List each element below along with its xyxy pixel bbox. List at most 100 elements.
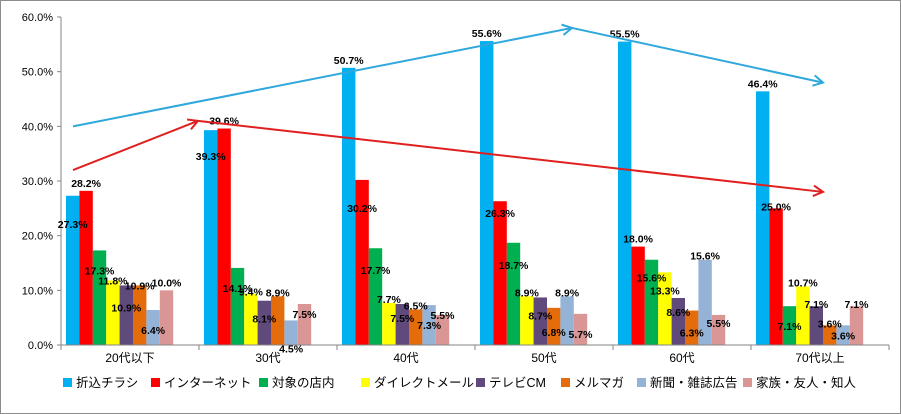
legend-label: テレビCM [489, 376, 546, 390]
bar [66, 195, 80, 345]
bar [849, 306, 864, 345]
data-label: 18.7% [499, 260, 529, 272]
data-label: 25.0% [761, 201, 791, 213]
bar [79, 190, 93, 345]
bar [796, 286, 810, 345]
trend-line [72, 26, 573, 128]
bar [711, 314, 726, 345]
data-label: 27.3% [58, 219, 88, 231]
legend-swatch [259, 378, 268, 387]
trend-line [197, 119, 824, 193]
bar [547, 307, 561, 345]
data-label: 7.1% [778, 321, 803, 333]
data-label: 17.3% [85, 265, 115, 277]
data-label: 26.3% [485, 208, 515, 220]
bar [756, 91, 770, 345]
data-label: 6.3% [680, 328, 705, 340]
bar [480, 41, 494, 345]
x-tick-label: 30代 [255, 351, 280, 365]
legend-label: メルマガ [574, 376, 624, 390]
legend-label: 折込チラシ [76, 375, 138, 390]
legend-label: 対象の店内 [272, 376, 335, 390]
bar [769, 208, 783, 345]
bar [836, 325, 850, 345]
bar [809, 306, 823, 345]
bar [133, 285, 147, 345]
bar [257, 300, 271, 345]
arrow-head [812, 184, 826, 198]
data-label: 10.0% [152, 277, 182, 289]
x-tick-label: 40代 [393, 351, 418, 365]
data-label: 39.3% [196, 151, 226, 163]
y-tick-label: 60.0% [22, 12, 53, 24]
data-label: 8.7% [528, 310, 553, 322]
bar [119, 285, 133, 345]
data-label: 7.3% [417, 320, 442, 332]
bar [217, 128, 231, 345]
bar [297, 304, 312, 345]
data-label: 17.7% [361, 265, 391, 277]
data-label: 7.5% [390, 313, 415, 325]
arrow-head [561, 23, 575, 36]
legend-swatch [63, 378, 72, 387]
bar [782, 306, 797, 345]
bar [658, 272, 672, 345]
data-label: 8.9% [555, 287, 580, 299]
data-label: 6.4% [141, 325, 166, 337]
bar [368, 248, 383, 345]
bar [422, 305, 436, 345]
legend-label: ダイレクトメール [374, 375, 474, 390]
bar [823, 325, 837, 345]
data-label: 10.9% [125, 280, 155, 292]
data-label: 5.5% [431, 310, 456, 322]
data-label: 7.1% [845, 299, 870, 311]
trend-line [72, 119, 199, 171]
arrow-head [812, 74, 826, 87]
data-label: 30.2% [347, 203, 377, 215]
data-label: 4.5% [279, 343, 304, 355]
data-label: 7.5% [293, 309, 318, 321]
data-label: 3.6% [818, 318, 843, 330]
data-label: 3.6% [831, 330, 856, 342]
y-tick-label: 20.0% [22, 231, 53, 243]
y-tick-label: 10.0% [22, 285, 53, 297]
data-label: 50.7% [334, 55, 364, 67]
legend-swatch [561, 378, 570, 387]
y-tick-label: 0.0% [28, 340, 53, 352]
data-label: 9.4% [239, 287, 264, 299]
legend-swatch [637, 378, 646, 387]
y-tick-label: 30.0% [22, 176, 53, 188]
data-label: 6.8% [542, 327, 567, 339]
data-label: 28.2% [71, 178, 101, 190]
data-label: 7.7% [377, 294, 402, 306]
legend-swatch [743, 378, 752, 387]
bar [520, 296, 534, 345]
data-label: 8.6% [666, 307, 691, 319]
bar [284, 320, 298, 345]
x-tick-label: 60代 [669, 351, 694, 365]
data-label: 5.5% [707, 318, 732, 330]
legend-swatch [476, 378, 485, 387]
bar [573, 313, 588, 345]
bar [671, 297, 685, 345]
bar [560, 296, 574, 345]
data-label: 55.6% [472, 28, 502, 40]
data-label: 7.1% [804, 299, 829, 311]
data-label: 6.5% [404, 300, 429, 312]
data-label: 18.0% [623, 234, 653, 246]
x-tick-label: 70代以上 [795, 351, 844, 365]
data-label: 10.7% [788, 278, 818, 290]
data-label: 8.1% [252, 314, 277, 326]
bar [698, 259, 712, 345]
bar [271, 296, 285, 345]
data-label: 10.9% [111, 302, 141, 314]
bar [435, 314, 450, 345]
bar [204, 130, 218, 345]
data-label: 11.8% [98, 275, 128, 287]
bar [685, 310, 699, 345]
arrow-head [186, 118, 200, 130]
bar [506, 242, 521, 345]
x-tick-label: 50代 [531, 351, 556, 365]
data-label: 15.6% [690, 251, 720, 263]
